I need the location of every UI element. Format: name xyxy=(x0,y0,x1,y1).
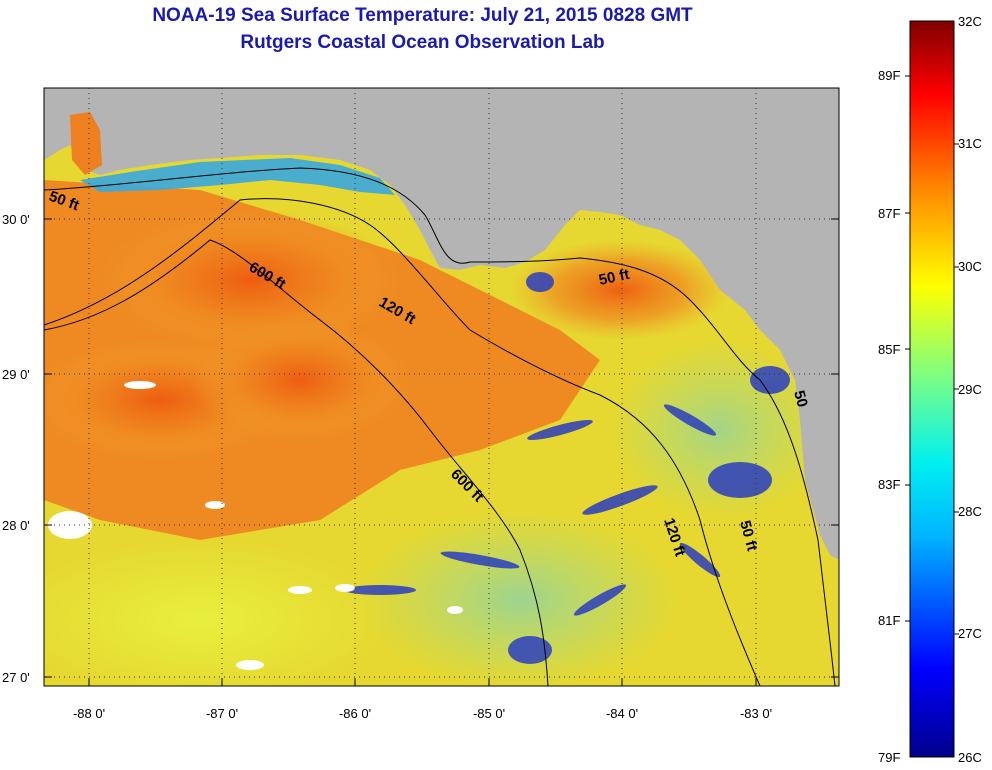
colorbar-f-81: 81F xyxy=(878,613,900,628)
warm-core-east xyxy=(510,240,730,340)
lon-label-83: -83 0' xyxy=(740,706,772,721)
colorbar-c-29: 29C xyxy=(958,382,982,397)
colorbar-c-ticks xyxy=(954,143,959,635)
bathymetry-contours xyxy=(44,167,836,686)
coastal-warm-bay xyxy=(70,112,102,175)
colorbar-c-28: 28C xyxy=(958,504,982,519)
axis-ticks xyxy=(44,218,839,686)
contour-label-50ft-east: 50 ft xyxy=(597,266,631,289)
colorbar-f-83: 83F xyxy=(878,477,900,492)
colorbar-f-ticks xyxy=(905,75,910,622)
map-subtitle: Rutgers Coastal Ocean Observation Lab xyxy=(240,32,605,53)
yellow-region-south xyxy=(44,540,390,686)
lat-label-30: 30 0' xyxy=(2,212,30,227)
colorbar-c-26: 26C xyxy=(958,750,982,765)
contour-label-50-coast: 50 xyxy=(790,389,811,410)
colorbar-c-31: 31C xyxy=(958,136,982,151)
lon-label-84: -84 0' xyxy=(606,706,638,721)
lon-label-87: -87 0' xyxy=(206,706,238,721)
colorbar-f-87: 87F xyxy=(878,206,900,221)
colorbar-c-32: 32C xyxy=(958,14,982,29)
colorbar-c-30: 30C xyxy=(958,259,982,274)
land-mass xyxy=(44,88,839,560)
lon-label-86: -86 0' xyxy=(339,706,371,721)
lat-label-28: 28 0' xyxy=(2,518,30,533)
warm-core-north xyxy=(100,210,400,350)
lon-label-85: -85 0' xyxy=(473,706,505,721)
map-title: NOAA-19 Sea Surface Temperature: July 21… xyxy=(152,5,693,26)
colorbar xyxy=(909,20,955,758)
map-border xyxy=(43,87,840,687)
warm-core-central xyxy=(190,320,410,440)
colorbar-f-79: 79F xyxy=(878,750,900,765)
colorbar-c-27: 27C xyxy=(958,626,982,641)
coastal-cool-band xyxy=(80,158,395,195)
lon-label-88: -88 0' xyxy=(73,706,105,721)
map-area xyxy=(44,88,839,686)
lat-label-29: 29 0' xyxy=(2,367,30,382)
cool-region-south xyxy=(360,510,680,686)
lat-label-27: 27 0' xyxy=(2,670,30,685)
colorbar-f-85: 85F xyxy=(878,342,900,357)
colorbar-f-89: 89F xyxy=(878,68,900,83)
